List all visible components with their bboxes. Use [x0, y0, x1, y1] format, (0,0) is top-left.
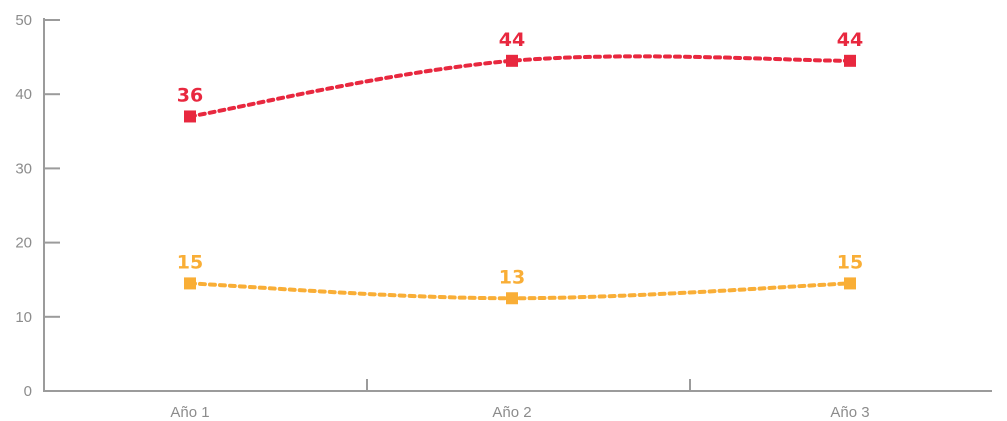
y-tick-label: 0	[24, 383, 32, 400]
data-point-marker	[506, 292, 518, 305]
x-axis-ticks: Año 1 Año 2 Año 3	[170, 379, 870, 421]
series-layer: 36 44 44 15 13 15	[177, 29, 863, 305]
data-label: 15	[837, 251, 863, 273]
data-label: 44	[499, 29, 525, 51]
y-tick-label: 50	[15, 12, 32, 29]
x-tick-label: Año 3	[830, 404, 869, 421]
data-label: 44	[837, 29, 863, 51]
chart-axes	[43, 18, 992, 392]
y-tick-label: 10	[15, 309, 32, 326]
data-point-marker	[844, 277, 856, 290]
data-point-marker	[844, 54, 856, 67]
series-line	[188, 54, 852, 119]
axis-frame	[43, 18, 992, 392]
data-point-marker	[184, 110, 196, 123]
data-point-marker	[184, 277, 196, 290]
y-tick-label: 30	[15, 160, 32, 177]
x-tick-label: Año 1	[170, 404, 209, 421]
y-tick-label: 20	[15, 235, 32, 252]
x-tick-label: Año 2	[492, 404, 531, 421]
data-label: 15	[177, 251, 203, 273]
y-axis-ticks: 0 10 20 30 40 50	[15, 12, 60, 400]
data-label: 36	[177, 84, 203, 106]
data-point-marker	[506, 54, 518, 67]
data-label: 13	[499, 266, 525, 288]
y-tick-label: 40	[15, 86, 32, 103]
